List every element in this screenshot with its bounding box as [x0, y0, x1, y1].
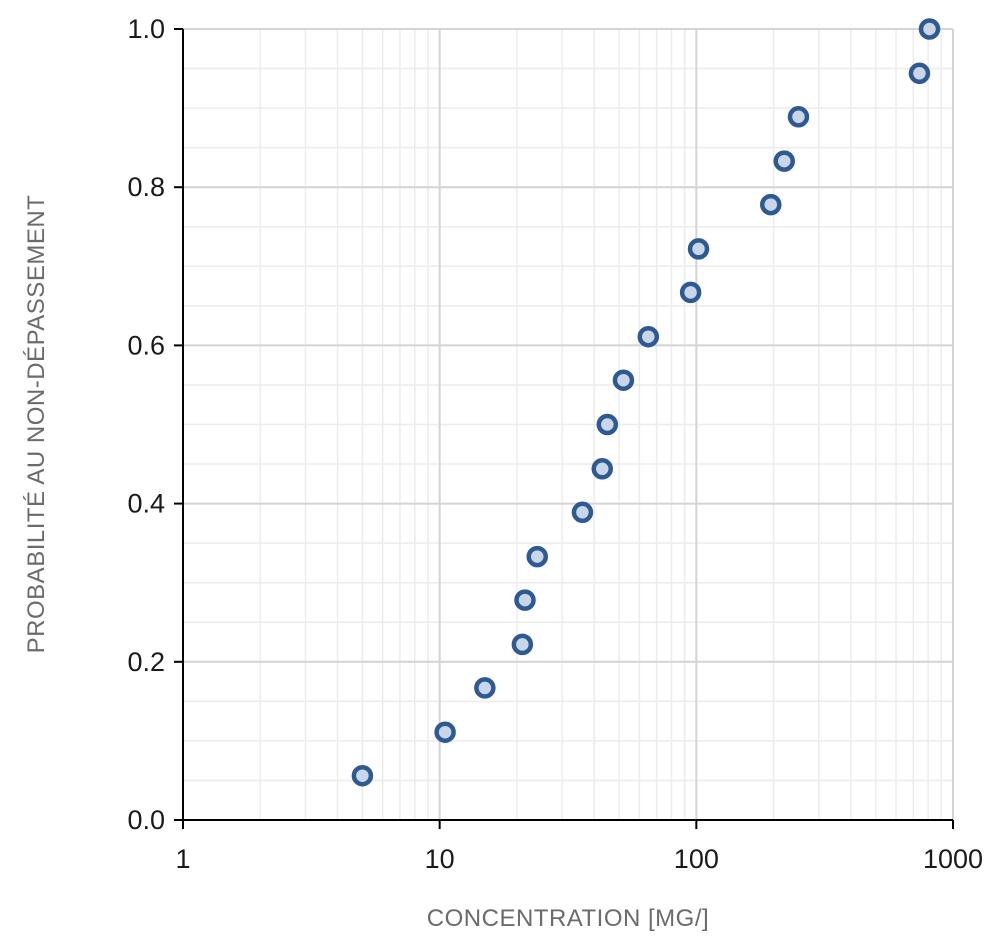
- data-point: [679, 281, 702, 304]
- data-point: [918, 18, 941, 40]
- x-tick-label: 1000: [923, 844, 983, 874]
- y-tick-label: 0.0: [127, 805, 165, 835]
- data-point: [612, 369, 635, 391]
- data-point: [351, 764, 374, 787]
- data-point: [787, 106, 810, 128]
- data-point: [514, 589, 536, 611]
- x-tick-label: 100: [674, 844, 719, 874]
- y-axis-title: PROBABILITÉ AU NON-DÉPASSEMENT: [23, 195, 50, 654]
- data-point: [511, 633, 534, 656]
- data-point: [434, 721, 456, 743]
- tick-labels: 0.0 0.2 0.4 0.6 0.8 1.0 1 10 100 1000: [127, 14, 983, 874]
- data-point: [773, 150, 795, 172]
- data-point: [687, 238, 710, 260]
- data-point: [591, 458, 614, 480]
- data-point: [571, 501, 594, 524]
- data-point: [637, 325, 660, 348]
- y-tick-label: 0.2: [127, 647, 165, 677]
- data-point: [760, 193, 782, 216]
- data-point: [526, 545, 549, 568]
- data-point: [474, 677, 496, 699]
- y-tick-label: 0.6: [127, 330, 165, 360]
- y-tick-label: 0.4: [127, 489, 165, 519]
- x-tick-label: 10: [425, 844, 455, 874]
- minor-gridlines: [183, 29, 953, 820]
- y-tick-label: 0.8: [127, 172, 165, 202]
- y-tick-label: 1.0: [127, 14, 165, 44]
- data-point: [908, 62, 931, 85]
- data-points: [351, 18, 941, 787]
- data-point: [596, 413, 619, 436]
- axes: [174, 28, 954, 829]
- x-axis-title: CONCENTRATION [MG/]: [427, 905, 709, 932]
- x-tick-label: 1: [175, 844, 190, 874]
